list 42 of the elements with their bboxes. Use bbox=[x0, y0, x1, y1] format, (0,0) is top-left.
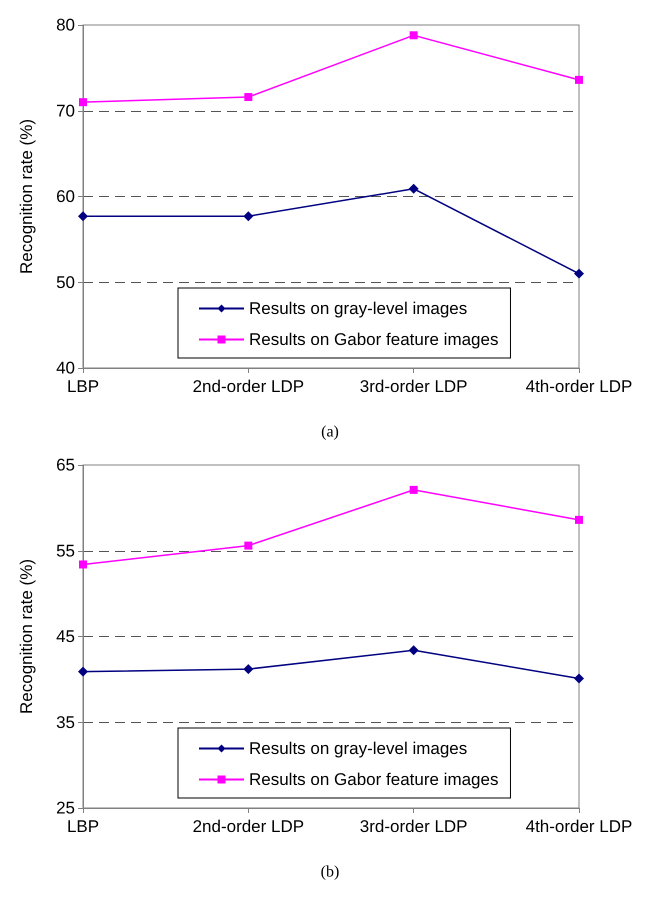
point bbox=[244, 542, 252, 550]
x-tick-label: 2nd-order LDP bbox=[192, 817, 304, 836]
point bbox=[408, 645, 419, 656]
y-tick-label: 55 bbox=[56, 541, 75, 560]
point bbox=[574, 268, 584, 279]
y-axis-title: Recognition rate (%) bbox=[17, 119, 36, 274]
point bbox=[575, 76, 583, 84]
legend-label: Results on gray-level images bbox=[249, 739, 468, 758]
point bbox=[78, 211, 88, 222]
x-tick-label: 3rd-order LDP bbox=[360, 377, 468, 396]
x-tick-label: 2nd-order LDP bbox=[192, 377, 304, 396]
x-tick-label: 3rd-order LDP bbox=[360, 817, 468, 836]
point bbox=[244, 93, 252, 102]
point bbox=[408, 184, 419, 194]
y-tick-label: 65 bbox=[56, 456, 75, 474]
point bbox=[79, 98, 87, 106]
point bbox=[243, 211, 254, 222]
legend-label: Results on gray-level images bbox=[249, 299, 468, 318]
x-tick-label: 4th-order LDP bbox=[526, 377, 632, 396]
legend-label: Results on Gabor feature images bbox=[249, 770, 498, 789]
point bbox=[243, 664, 254, 674]
legend-label: Results on Gabor feature images bbox=[249, 330, 498, 349]
point bbox=[410, 486, 418, 494]
x-tick-label: LBP bbox=[66, 377, 100, 396]
y-tick-label: 60 bbox=[56, 187, 75, 206]
point bbox=[575, 516, 583, 524]
y-tick-label: 40 bbox=[56, 358, 75, 378]
y-tick-label: 80 bbox=[56, 16, 75, 34]
y-axis-title: Recognition rate (%) bbox=[17, 559, 36, 714]
point bbox=[79, 560, 87, 568]
point bbox=[410, 31, 418, 40]
y-tick-label: 45 bbox=[56, 627, 75, 646]
y-tick-label: 70 bbox=[56, 101, 75, 120]
y-tick-label: 25 bbox=[56, 798, 75, 818]
text: (b) bbox=[320, 864, 340, 880]
point bbox=[574, 674, 584, 684]
text: (a) bbox=[321, 424, 339, 440]
point bbox=[78, 666, 88, 677]
y-tick-label: 35 bbox=[56, 712, 75, 732]
x-tick-label: 4th-order LDP bbox=[526, 817, 632, 836]
y-tick-label: 50 bbox=[56, 272, 75, 292]
x-tick-label: LBP bbox=[66, 817, 100, 836]
